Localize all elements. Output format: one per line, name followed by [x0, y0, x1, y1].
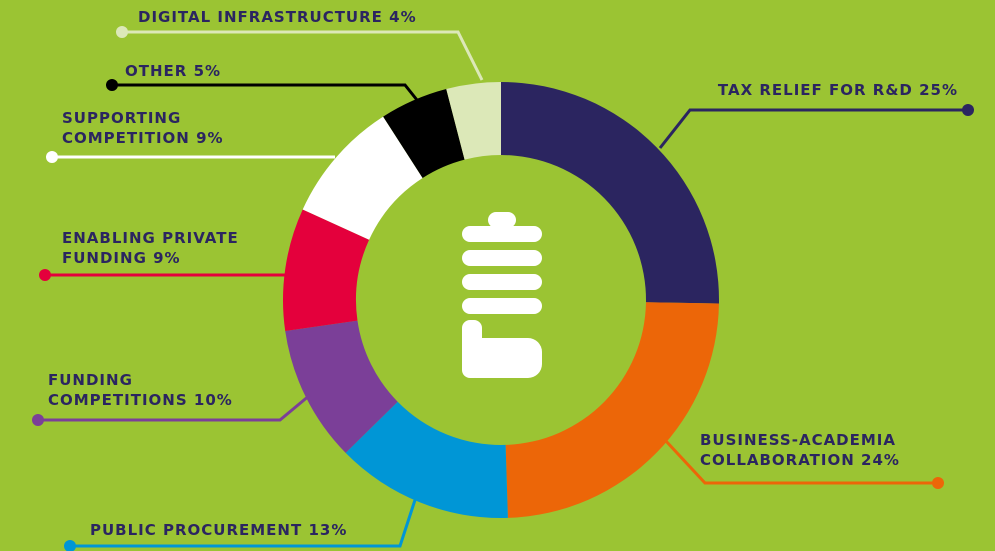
leader-dot [932, 477, 944, 489]
donut-segment [501, 82, 719, 304]
donut-segment [383, 88, 465, 179]
value-label: 10% [193, 391, 233, 409]
value-label: 4% [389, 8, 417, 26]
leader-dot [116, 26, 128, 38]
category-label: ENABLING PRIVATE FUNDING [62, 229, 239, 267]
segment-label: DIGITAL INFRASTRUCTURE 4% [138, 7, 417, 27]
value-label: 9% [196, 129, 224, 147]
leader-dot [106, 79, 118, 91]
leader-dot [46, 151, 58, 163]
leader-dot [64, 540, 76, 551]
segment-label: BUSINESS-ACADEMIA COLLABORATION 24% [700, 430, 940, 470]
category-label: FUNDING COMPETITIONS [48, 371, 188, 409]
leader-dot [962, 104, 974, 116]
leader-line [658, 108, 968, 149]
category-label: TAX RELIEF FOR R&D [717, 81, 913, 99]
bulb-coil [462, 226, 542, 242]
bulb-coil [462, 274, 542, 290]
value-label: 24% [861, 451, 900, 469]
segment-label: PUBLIC PROCUREMENT 13% [90, 520, 347, 540]
value-label: 5% [193, 62, 222, 80]
donut-segment [505, 302, 719, 518]
bulb-coil [462, 298, 542, 314]
category-label: SUPPORTING COMPETITION [62, 109, 190, 147]
donut-segment [285, 320, 398, 453]
category-label: BUSINESS-ACADEMIA COLLABORATION [700, 431, 896, 469]
donut-segment [345, 401, 508, 518]
segment-label: TAX RELIEF FOR R&D 25% [718, 80, 958, 100]
donut-segment [283, 209, 370, 332]
category-label: PUBLIC PROCUREMENT [90, 521, 303, 539]
leader-dot [32, 414, 44, 426]
value-label: 25% [919, 81, 958, 99]
bulb-base [462, 338, 542, 378]
bulb-icon [462, 212, 542, 378]
leader-lines [32, 26, 974, 551]
leader-line [112, 83, 419, 101]
bulb-tip [488, 212, 516, 228]
bulb-coil [462, 250, 542, 266]
segment-label: ENABLING PRIVATE FUNDING 9% [62, 228, 272, 268]
segment-label: SUPPORTING COMPETITION 9% [62, 108, 262, 148]
leader-line [38, 393, 311, 422]
donut [283, 82, 719, 518]
category-label: DIGITAL INFRASTRUCTURE [138, 8, 383, 26]
leader-dot [39, 269, 51, 281]
segment-label: FUNDING COMPETITIONS 10% [48, 370, 263, 410]
donut-segment [302, 116, 423, 240]
segment-label: OTHER 5% [125, 61, 221, 81]
category-label: OTHER [125, 62, 188, 80]
leader-line [122, 30, 484, 81]
value-label: 9% [153, 249, 181, 267]
value-label: 13% [308, 521, 348, 539]
leader-line [663, 438, 938, 485]
leader-line [70, 499, 417, 548]
donut-segment [446, 82, 501, 160]
